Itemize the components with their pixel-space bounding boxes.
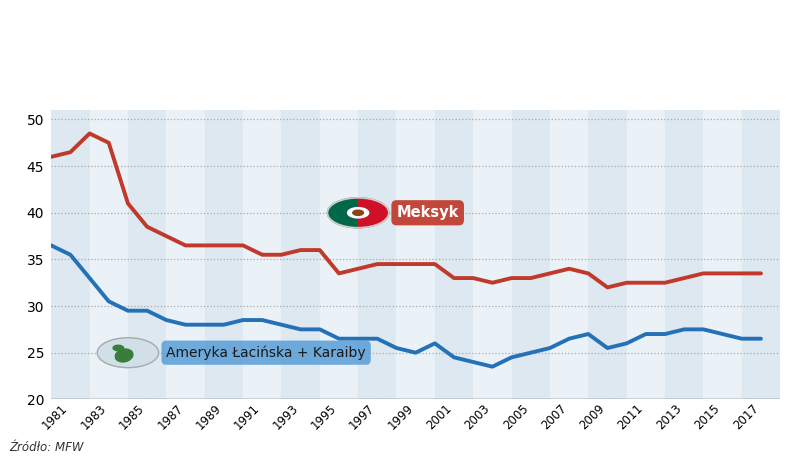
- Bar: [90, 110, 128, 399]
- Bar: [626, 110, 665, 399]
- Bar: [435, 110, 474, 399]
- Circle shape: [97, 338, 158, 368]
- Bar: [358, 110, 396, 399]
- Bar: [511, 110, 550, 399]
- Ellipse shape: [113, 345, 124, 351]
- Ellipse shape: [115, 349, 133, 362]
- Circle shape: [328, 198, 388, 228]
- Bar: [281, 110, 320, 399]
- Text: PKB per capita (mierzone parytetem siły nabywczej): PKB per capita (mierzone parytetem siły …: [9, 22, 541, 40]
- Bar: [396, 110, 435, 399]
- Bar: [128, 110, 166, 399]
- Circle shape: [353, 210, 363, 215]
- Wedge shape: [328, 198, 358, 228]
- Bar: [205, 110, 243, 399]
- Bar: [742, 110, 780, 399]
- Bar: [550, 110, 589, 399]
- Wedge shape: [348, 207, 369, 218]
- Text: Ameryka Łacińska + Karaiby: Ameryka Łacińska + Karaiby: [166, 346, 366, 360]
- Bar: [51, 110, 90, 399]
- Text: Meksyk: Meksyk: [396, 205, 459, 220]
- Text: Źródło: MFW: Źródło: MFW: [9, 442, 84, 454]
- Bar: [665, 110, 704, 399]
- Wedge shape: [358, 198, 388, 228]
- Bar: [166, 110, 205, 399]
- Text: jako proc. PKB per capita USA: jako proc. PKB per capita USA: [9, 66, 312, 84]
- Bar: [704, 110, 742, 399]
- Bar: [474, 110, 511, 399]
- Bar: [589, 110, 626, 399]
- Bar: [243, 110, 281, 399]
- Bar: [320, 110, 358, 399]
